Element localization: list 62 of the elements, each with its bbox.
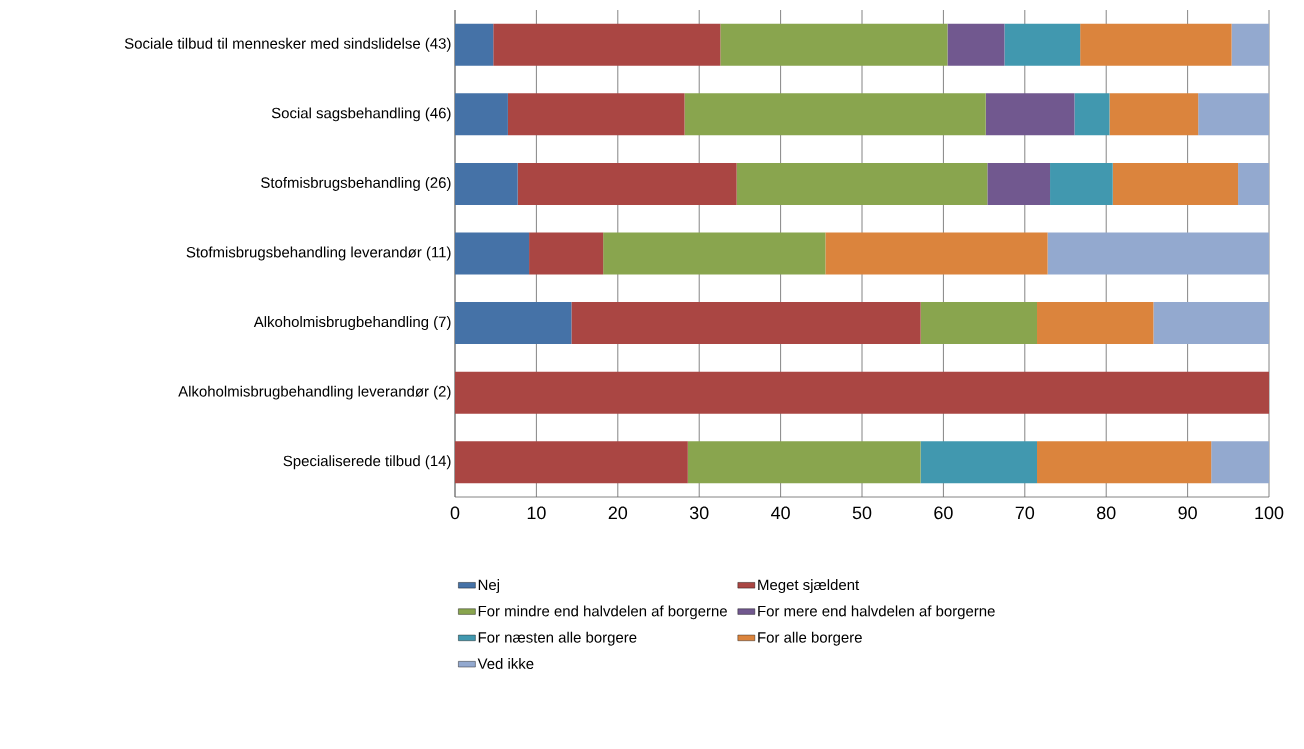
bar (920, 441, 1038, 484)
bar (1198, 93, 1270, 136)
bar (1080, 23, 1232, 66)
bar (720, 23, 948, 66)
bar (1047, 232, 1270, 275)
bar (529, 232, 604, 275)
bar (507, 93, 685, 136)
bar (1112, 162, 1239, 205)
legend-label: Ved ikke (477, 658, 534, 670)
y-tick-label: Stofmisbrugsbehandling leverandør (11) (186, 246, 451, 261)
legend-label: Meget sjældent (758, 579, 860, 594)
bar (947, 23, 1005, 66)
legend-label: Nej (478, 579, 499, 594)
y-tick-label: Alkoholmisbrugbehandling leverandør (2) (178, 385, 451, 400)
x-tick-label: 50 (852, 506, 872, 520)
bar (603, 232, 826, 275)
y-tick-label: Stofmisbrugsbehandling (26) (261, 176, 451, 191)
bar (920, 302, 1038, 345)
bar (455, 371, 1270, 414)
y-tick-label: Alkoholmisbrugbehandling (7) (253, 316, 451, 331)
bar (455, 232, 530, 275)
y-tick-label: Sociale tilbud til mennesker med sindslidelse (43) (124, 37, 451, 52)
bar (1153, 302, 1270, 345)
x-tick-label: 20 (608, 506, 628, 520)
bar (517, 162, 737, 205)
bar (455, 441, 688, 484)
x-tick-label: 80 (1097, 506, 1116, 520)
x-tick-label: 40 (771, 506, 790, 520)
bar (1050, 162, 1113, 205)
bar (687, 441, 921, 484)
x-tick-label: 60 (934, 506, 953, 520)
y-tick-label: Social sagsbehandling (46) (271, 107, 451, 122)
bar (455, 23, 494, 66)
bar (1037, 302, 1154, 345)
bar (1037, 441, 1212, 484)
bar (455, 162, 518, 205)
x-tick-label: 100 (1255, 506, 1284, 520)
bar (455, 93, 508, 136)
bar (684, 93, 986, 136)
x-tick-label: 30 (689, 506, 709, 520)
x-tick-label: 0 (450, 506, 460, 520)
bar (825, 232, 1048, 275)
bar (1074, 93, 1110, 136)
bar (987, 162, 1051, 205)
bar (1004, 23, 1081, 66)
x-tick-label: 90 (1178, 506, 1197, 520)
bar (985, 93, 1075, 136)
bar (571, 302, 921, 345)
legend-label: For mindre end halvdelen af borgerne (478, 605, 727, 620)
bar (455, 302, 572, 345)
legend-label: For alle borgere (758, 631, 862, 646)
bar (1231, 23, 1270, 66)
x-tick-label: 70 (1015, 506, 1035, 520)
y-tick-label: Specialiserede tilbud (14) (283, 455, 451, 470)
bar (493, 23, 721, 66)
bar (1211, 441, 1270, 484)
bar (736, 162, 988, 205)
bar (1238, 162, 1270, 205)
bar (1109, 93, 1199, 136)
x-tick-label: 10 (527, 506, 546, 520)
legend-label: For næsten alle borgere (478, 631, 637, 646)
legend-label: For mere end halvdelen af borgerne (758, 605, 995, 620)
